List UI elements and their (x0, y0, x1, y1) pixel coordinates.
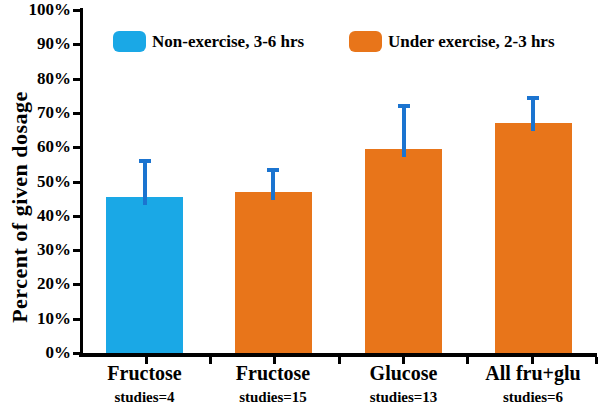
y-tick-label: 70% (9, 104, 71, 121)
error-bar (402, 104, 406, 157)
x-category-sublabel: studies=4 (80, 389, 210, 405)
legend-swatch (349, 31, 382, 52)
y-tick (73, 146, 81, 149)
y-tick (73, 43, 81, 46)
y-tick (73, 249, 81, 252)
x-category-label: All fru+glu (468, 362, 598, 384)
bar-fructose-1 (106, 197, 183, 353)
legend-swatch (113, 31, 146, 52)
y-tick-label: 10% (9, 310, 71, 327)
y-tick (73, 283, 81, 286)
x-category-label: Fructose (80, 362, 210, 384)
y-tick-label: 40% (9, 207, 71, 224)
bar-chart: Percent of given dosage 0%10%20%30%40%50… (0, 0, 600, 410)
error-bar-cap (398, 104, 410, 108)
x-category-sublabel: studies=6 (468, 389, 598, 405)
bar-fructose-2 (235, 192, 312, 353)
y-tick (73, 78, 81, 81)
legend-label: Under exercise, 2-3 hrs (388, 31, 555, 52)
error-bar-cap (139, 159, 151, 163)
x-category-sublabel: studies=13 (339, 389, 469, 405)
y-tick-label: 20% (9, 275, 71, 292)
y-tick-label: 60% (9, 138, 71, 155)
x-category-label: Glucose (339, 362, 469, 384)
y-tick (73, 9, 81, 12)
y-tick-label: 30% (9, 241, 71, 258)
error-bar (271, 168, 275, 200)
error-bar-cap (267, 168, 279, 172)
y-tick-label: 0% (9, 344, 71, 361)
y-tick (73, 112, 81, 115)
x-category-sublabel: studies=15 (208, 389, 338, 405)
y-tick (73, 352, 81, 355)
x-category-label: Fructose (208, 362, 338, 384)
legend-label: Non-exercise, 3-6 hrs (152, 31, 304, 52)
error-bar (531, 96, 535, 131)
error-bar (143, 159, 147, 205)
y-tick-label: 90% (9, 35, 71, 52)
bar-glucose-3 (365, 149, 442, 353)
bar-all-fru-glu-4 (495, 123, 572, 353)
y-tick (73, 215, 81, 218)
y-tick-label: 50% (9, 173, 71, 190)
y-tick (73, 318, 81, 321)
y-tick (73, 181, 81, 184)
y-tick-label: 80% (9, 70, 71, 87)
y-tick-label: 100% (9, 1, 71, 18)
error-bar-cap (527, 96, 539, 100)
